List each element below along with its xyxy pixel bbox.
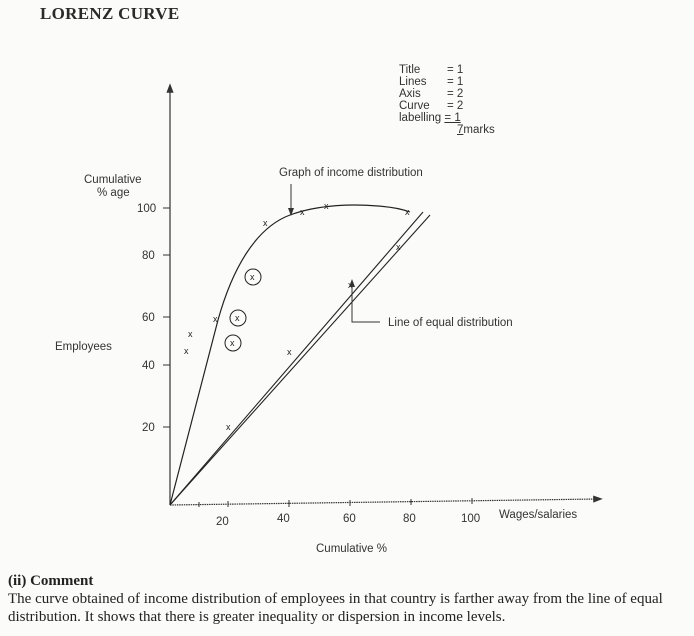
svg-text:x: x <box>250 272 255 282</box>
circled-point-marks: x x x <box>230 272 255 348</box>
y-axis-label-line1: Cumulative <box>84 174 142 186</box>
svg-text:x: x <box>287 347 292 357</box>
equal-annotation-arrow <box>349 279 380 323</box>
y-ticks <box>163 207 170 428</box>
circled-points <box>224 268 262 352</box>
marking-scheme: Title = 1 Lines = 1 Axis = 2 Curve = 2 label… <box>399 64 495 136</box>
y-tick-label: 80 <box>142 250 155 262</box>
y-tick-label: 100 <box>137 203 156 215</box>
page-title: LORENZ CURVE <box>40 4 180 23</box>
svg-text:x: x <box>230 338 235 348</box>
svg-text:x: x <box>226 422 231 432</box>
comment-section: (ii) Comment The curve obtained of incom… <box>8 572 692 626</box>
comment-body: The curve obtained of income distributio… <box>8 591 663 625</box>
comment-heading: (ii) Comment <box>8 573 94 589</box>
x-axis <box>169 495 603 506</box>
marking-total: 7 marks <box>457 124 495 136</box>
x-axis-label-right: Wages/salaries <box>499 509 577 521</box>
svg-text:x: x <box>188 329 193 339</box>
svg-text:x: x <box>396 242 401 252</box>
marking-row: Curve = 2 <box>399 100 464 112</box>
line-point-marks: x x x x x <box>226 207 410 432</box>
curve-annotation: Graph of income distribution <box>279 167 423 179</box>
x-tick-label: 40 <box>277 513 290 525</box>
svg-text:x: x <box>405 207 410 217</box>
x-tick-label: 80 <box>403 513 416 525</box>
marking-row: labelling = 1 <box>399 112 461 124</box>
y-axis-label-side: Employees <box>55 341 112 353</box>
y-tick-label: 60 <box>142 312 155 324</box>
x-tick-label: 60 <box>343 513 356 525</box>
equal-distribution-line <box>169 211 424 506</box>
svg-text:x: x <box>324 201 329 211</box>
svg-text:x: x <box>213 314 218 324</box>
marking-row: Lines = 1 <box>399 76 464 88</box>
x-tick-label: 20 <box>216 516 229 528</box>
equal-distribution-line-2 <box>169 214 431 506</box>
marking-row: Title = 1 <box>399 64 464 76</box>
equal-annotation: Line of equal distribution <box>388 317 513 329</box>
x-axis-label-bottom: Cumulative % <box>316 543 387 555</box>
svg-text:x: x <box>184 346 189 356</box>
marking-row: Axis = 2 <box>399 88 464 100</box>
y-tick-label: 20 <box>142 422 155 434</box>
x-tick-label: 100 <box>461 513 480 525</box>
curve-point-marks: x x x x x x <box>184 201 329 356</box>
svg-text:x: x <box>300 207 305 217</box>
svg-text:x: x <box>235 313 240 323</box>
y-axis-label-line2: % age <box>97 187 130 199</box>
svg-text:x: x <box>263 218 268 228</box>
y-tick-label: 40 <box>142 360 155 372</box>
income-distribution-curve <box>169 204 411 506</box>
x-ticks <box>198 498 473 507</box>
